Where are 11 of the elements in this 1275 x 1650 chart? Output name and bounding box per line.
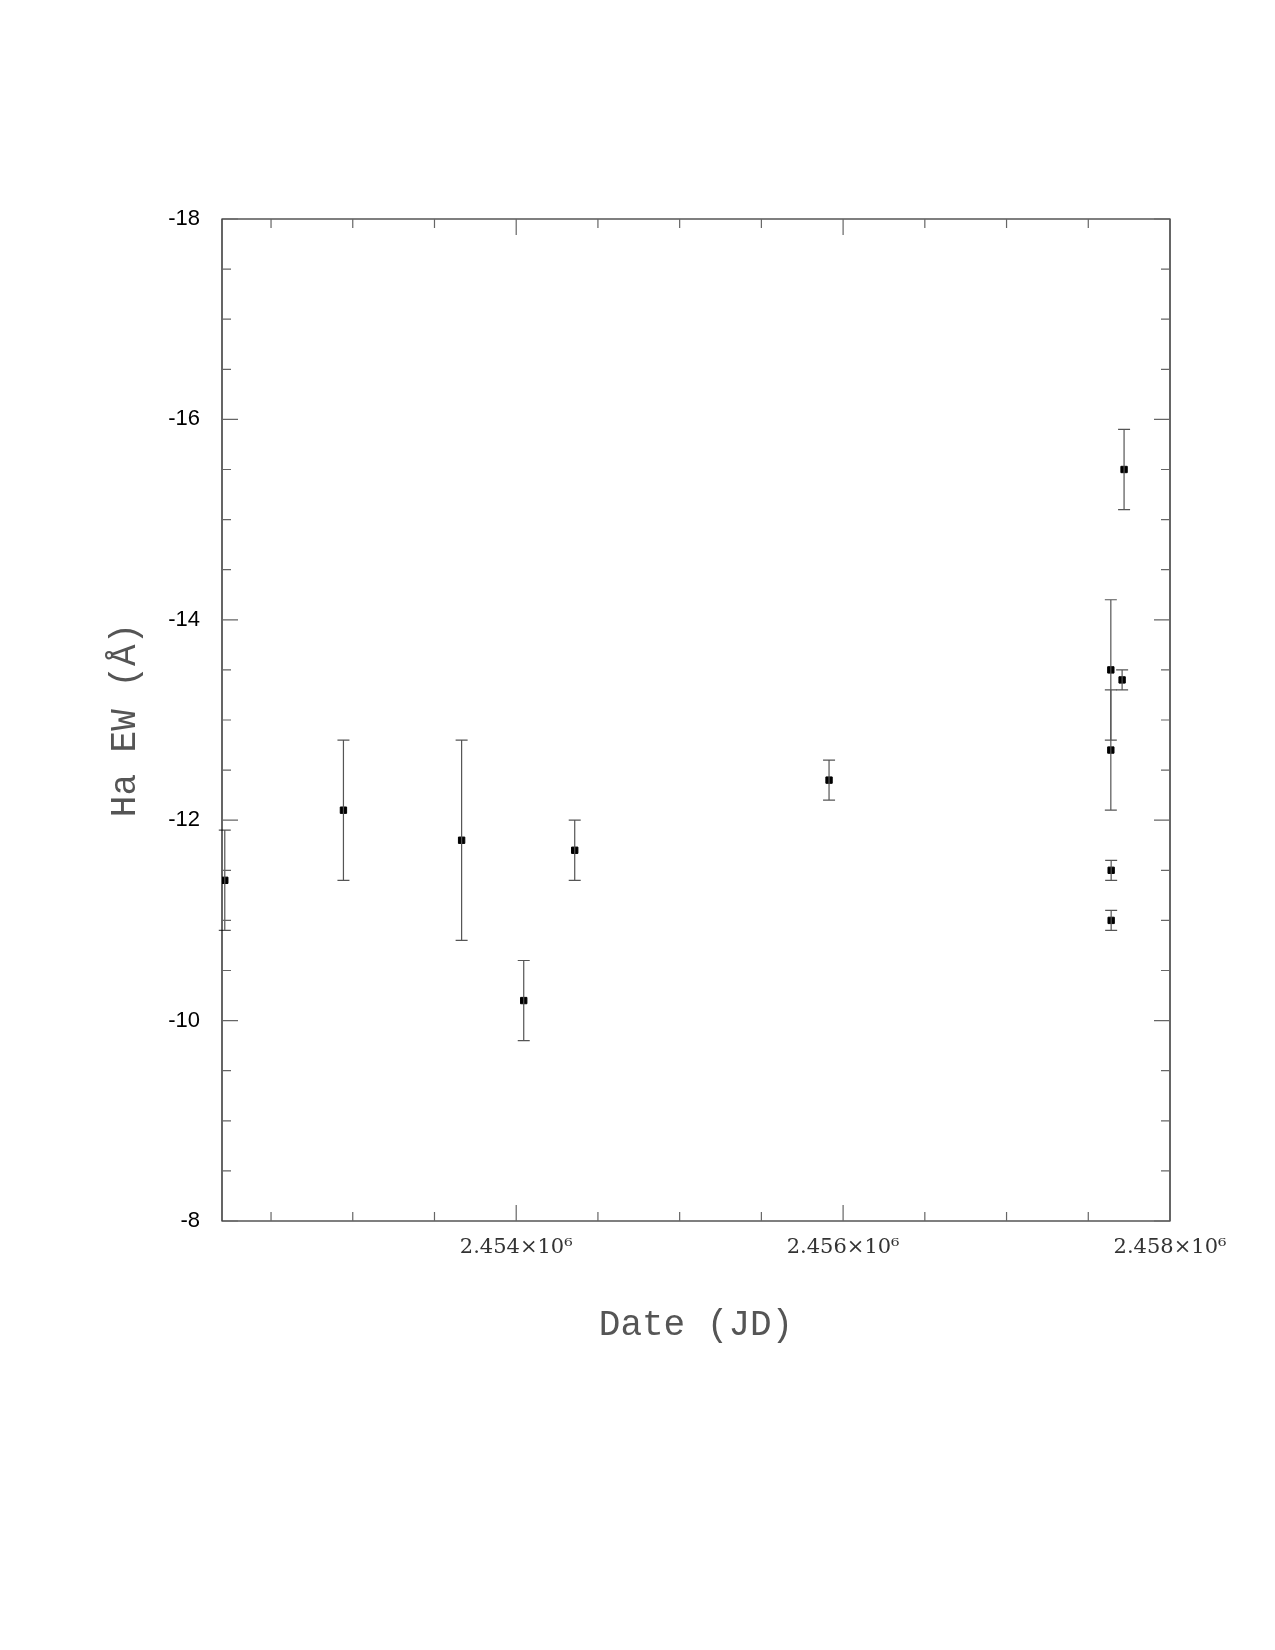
x-axis-title: Date (JD): [598, 1304, 794, 1346]
x-tick-label: 2.454×10⁶: [459, 1234, 573, 1259]
y-tick-label: -14: [168, 605, 200, 631]
y-tick-label: -10: [168, 1006, 200, 1032]
x-tick-label: 2.458×10⁶: [1113, 1234, 1227, 1259]
y-tick-label: -12: [168, 806, 200, 832]
y-tick-label: -8: [180, 1207, 200, 1233]
x-tick-label: 2.456×10⁶: [786, 1234, 900, 1259]
y-tick-label: -16: [168, 405, 200, 431]
y-tick-label: -18: [168, 205, 200, 231]
y-axis-title: Ha EW (Å): [105, 622, 147, 818]
